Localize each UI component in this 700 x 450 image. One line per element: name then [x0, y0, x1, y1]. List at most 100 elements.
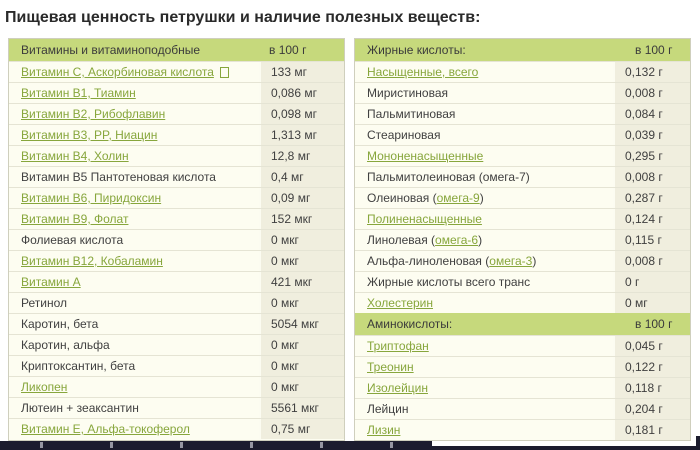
nutrient-value-cell: 0,204 г	[613, 399, 690, 419]
table-row: Витамин B9, Фолат 152 мкг	[9, 208, 344, 229]
section-title: Аминокислоты:	[367, 317, 453, 331]
nutrient-value-cell: 0 мг	[613, 293, 690, 313]
nutrient-name-cell: Треонин	[355, 357, 613, 377]
nutrient-link[interactable]: Витамин B1, Тиамин	[21, 86, 136, 100]
nutrient-value-cell: 152 мкг	[259, 209, 344, 229]
table-row: Витамин C, Аскорбиновая кислота 133 мг	[9, 61, 344, 82]
nutrient-link[interactable]: омега-3	[489, 254, 533, 268]
nutrient-link[interactable]: омега-9	[436, 191, 480, 205]
nutrient-name-cell: Каротин, альфа	[9, 335, 259, 355]
table-row: Ликопен 0 мкг	[9, 376, 344, 397]
nutrient-name-cell: Витамин B5 Пантотеновая кислота	[9, 167, 259, 187]
table-row: Пальмитолеиновая (омега-7) 0,008 г	[355, 166, 690, 187]
nutrient-name-cell: Насыщенные, всего	[355, 62, 613, 82]
table-row: Витамин B4, Холин 12,8 мг	[9, 145, 344, 166]
nutrient-link[interactable]: Витамин E, Альфа-токоферол	[21, 422, 190, 436]
nutrient-text: )	[479, 191, 484, 205]
nutrient-link[interactable]: омега-6	[435, 233, 479, 247]
nutrient-name-cell: Ретинол	[9, 293, 259, 313]
nutrient-text: Пальмитиновая	[367, 107, 456, 121]
nutrient-link[interactable]: Треонин	[367, 360, 414, 374]
nutrient-text: Лютеин + зеаксантин	[21, 401, 139, 415]
nutrient-name-cell: Холестерин	[355, 293, 613, 313]
nutrient-value-cell: 0 мкг	[259, 335, 344, 355]
nutrient-name-cell: Ликопен	[9, 377, 259, 397]
nutrient-value-cell: 12,8 мг	[259, 146, 344, 166]
nutrient-link[interactable]: Ликопен	[21, 380, 68, 394]
nutrient-value-cell: 5561 мкг	[259, 398, 344, 418]
page-title: Пищевая ценность петрушки и наличие поле…	[5, 9, 481, 26]
nutrient-link[interactable]: Витамин B4, Холин	[21, 149, 129, 163]
nutrient-name-cell: Пальмитиновая	[355, 104, 613, 124]
nutrition-tables: Витамины и витаминоподобные в 100 г Витами…	[0, 38, 700, 441]
nutrient-value-cell: 0 г	[613, 272, 690, 292]
bottom-edge-line	[0, 446, 700, 450]
per-100g-label: в 100 г	[635, 43, 673, 57]
nutrient-name-cell: Мононенасыщенные	[355, 146, 613, 166]
nutrient-text: Миристиновая	[367, 86, 448, 100]
nutrient-link[interactable]: Полиненасыщенные	[367, 212, 482, 226]
section-title: Витамины и витаминоподобные	[21, 43, 201, 57]
table-row: Треонин 0,122 г	[355, 356, 690, 377]
nutrient-text: Ретинол	[21, 296, 67, 310]
table-row: Витамин E, Альфа-токоферол 0,75 мг	[9, 418, 344, 439]
nutrient-value-cell: 0,287 г	[613, 188, 690, 208]
nutrient-text: )	[478, 233, 483, 247]
nutrient-link[interactable]: Лизин	[367, 423, 401, 437]
table-row: Ретинол 0 мкг	[9, 292, 344, 313]
nutrient-name-cell: Полиненасыщенные	[355, 209, 613, 229]
nutrient-name-cell: Олеиновая (омега-9)	[355, 188, 613, 208]
section-title: Жирные кислоты:	[367, 43, 466, 57]
nutrient-link[interactable]: Холестерин	[367, 296, 433, 310]
nutrient-value-cell: 0,086 мг	[259, 83, 344, 103]
nutrient-value-cell: 0,4 мг	[259, 167, 344, 187]
nutrient-link[interactable]: Витамин B2, Рибофлавин	[21, 107, 166, 121]
nutrient-name-cell: Альфа-линоленовая (омега-3)	[355, 251, 613, 271]
nutrient-link[interactable]: Насыщенные, всего	[367, 65, 479, 79]
nutrient-text: Витамин B5 Пантотеновая кислота	[21, 170, 216, 184]
nutrient-value-cell: 0,008 г	[613, 83, 690, 103]
per-100g-label: в 100 г	[635, 317, 673, 331]
nutrient-link[interactable]: Изолейцин	[367, 381, 428, 395]
nutrient-value-cell: 5054 мкг	[259, 314, 344, 334]
nutrient-value-cell: 0,008 г	[613, 251, 690, 271]
nutrient-link[interactable]: Мононенасыщенные	[367, 149, 484, 163]
nutrient-text: )	[532, 254, 537, 268]
table-row: Альфа-линоленовая (омега-3) 0,008 г	[355, 250, 690, 271]
nutrient-name-cell: Жирные кислоты всего транс	[355, 272, 613, 292]
nutrient-link[interactable]: Триптофан	[367, 339, 429, 353]
table-row: Лизин 0,181 г	[355, 419, 690, 440]
nutrient-name-cell: Стеариновая	[355, 125, 613, 145]
nutrient-link[interactable]: Витамин B12, Кобаламин	[21, 254, 163, 268]
nutrient-text: Олеиновая (	[367, 191, 437, 205]
nutrient-value-cell: 0,045 г	[613, 336, 690, 356]
nutrient-value-cell: 0 мкг	[259, 377, 344, 397]
table-row: Витамин B5 Пантотеновая кислота 0,4 мг	[9, 166, 344, 187]
nutrient-value-cell: 1,313 мг	[259, 125, 344, 145]
table-row: Олеиновая (омега-9) 0,287 г	[355, 187, 690, 208]
table-row: Пальмитиновая 0,084 г	[355, 103, 690, 124]
nutrient-name-cell: Триптофан	[355, 336, 613, 356]
nutrient-name-cell: Лейцин	[355, 399, 613, 419]
nutrient-link[interactable]: Витамин B3, PP, Ниацин	[21, 128, 158, 142]
nutrient-text: Фолиевая кислота	[21, 233, 124, 247]
table-row: Изолейцин 0,118 г	[355, 377, 690, 398]
nutrient-text: Стеариновая	[367, 128, 441, 142]
nutrient-value-cell: 0,039 г	[613, 125, 690, 145]
nutrient-name-cell: Миристиновая	[355, 83, 613, 103]
nutrient-name-cell: Витамин B12, Кобаламин	[9, 251, 259, 271]
nutrient-name-cell: Витамин B9, Фолат	[9, 209, 259, 229]
nutrient-name-cell: Витамин C, Аскорбиновая кислота	[9, 62, 259, 82]
table-row: Витамин B2, Рибофлавин 0,098 мг	[9, 103, 344, 124]
table-row: Каротин, альфа 0 мкг	[9, 334, 344, 355]
nutrient-link[interactable]: Витамин C, Аскорбиновая кислота	[21, 65, 214, 79]
nutrient-name-cell: Витамин B3, PP, Ниацин	[9, 125, 259, 145]
nutrient-link[interactable]: Витамин A	[21, 275, 81, 289]
nutrient-value-cell: 133 мг	[259, 62, 344, 82]
nutrient-link[interactable]: Витамин B6, Пиридоксин	[21, 191, 162, 205]
nutrient-value-cell: 0,118 г	[613, 378, 690, 398]
nutrient-value-cell: 0,098 мг	[259, 104, 344, 124]
nutrient-text: Каротин, альфа	[21, 338, 110, 352]
nutrient-link[interactable]: Витамин B9, Фолат	[21, 212, 129, 226]
nutrient-value-cell: 0,084 г	[613, 104, 690, 124]
